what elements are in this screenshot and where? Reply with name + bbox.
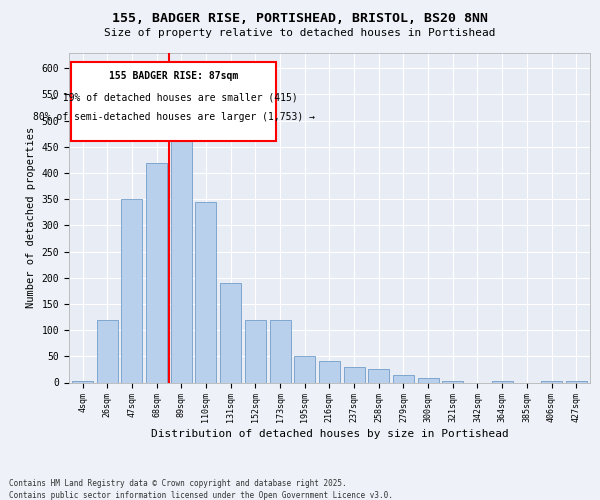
Bar <box>245 320 266 382</box>
Text: 155 BADGER RISE: 87sqm: 155 BADGER RISE: 87sqm <box>109 72 239 82</box>
Bar <box>294 356 315 382</box>
Bar <box>319 360 340 382</box>
Bar <box>97 320 118 382</box>
Text: 155, BADGER RISE, PORTISHEAD, BRISTOL, BS20 8NN: 155, BADGER RISE, PORTISHEAD, BRISTOL, B… <box>112 12 488 26</box>
Bar <box>368 370 389 382</box>
Bar <box>171 116 192 382</box>
Text: Contains public sector information licensed under the Open Government Licence v3: Contains public sector information licen… <box>9 491 393 500</box>
Bar <box>344 367 365 382</box>
Bar <box>393 374 414 382</box>
X-axis label: Distribution of detached houses by size in Portishead: Distribution of detached houses by size … <box>151 429 508 439</box>
Text: ← 19% of detached houses are smaller (415): ← 19% of detached houses are smaller (41… <box>50 92 297 102</box>
Bar <box>220 283 241 382</box>
Bar <box>269 320 290 382</box>
Y-axis label: Number of detached properties: Number of detached properties <box>26 127 36 308</box>
Bar <box>146 162 167 382</box>
Bar <box>196 202 217 382</box>
Bar <box>418 378 439 382</box>
FancyBboxPatch shape <box>71 62 277 140</box>
Text: Size of property relative to detached houses in Portishead: Size of property relative to detached ho… <box>104 28 496 38</box>
Text: Contains HM Land Registry data © Crown copyright and database right 2025.: Contains HM Land Registry data © Crown c… <box>9 479 347 488</box>
Text: 80% of semi-detached houses are larger (1,753) →: 80% of semi-detached houses are larger (… <box>33 112 315 122</box>
Bar <box>121 199 142 382</box>
